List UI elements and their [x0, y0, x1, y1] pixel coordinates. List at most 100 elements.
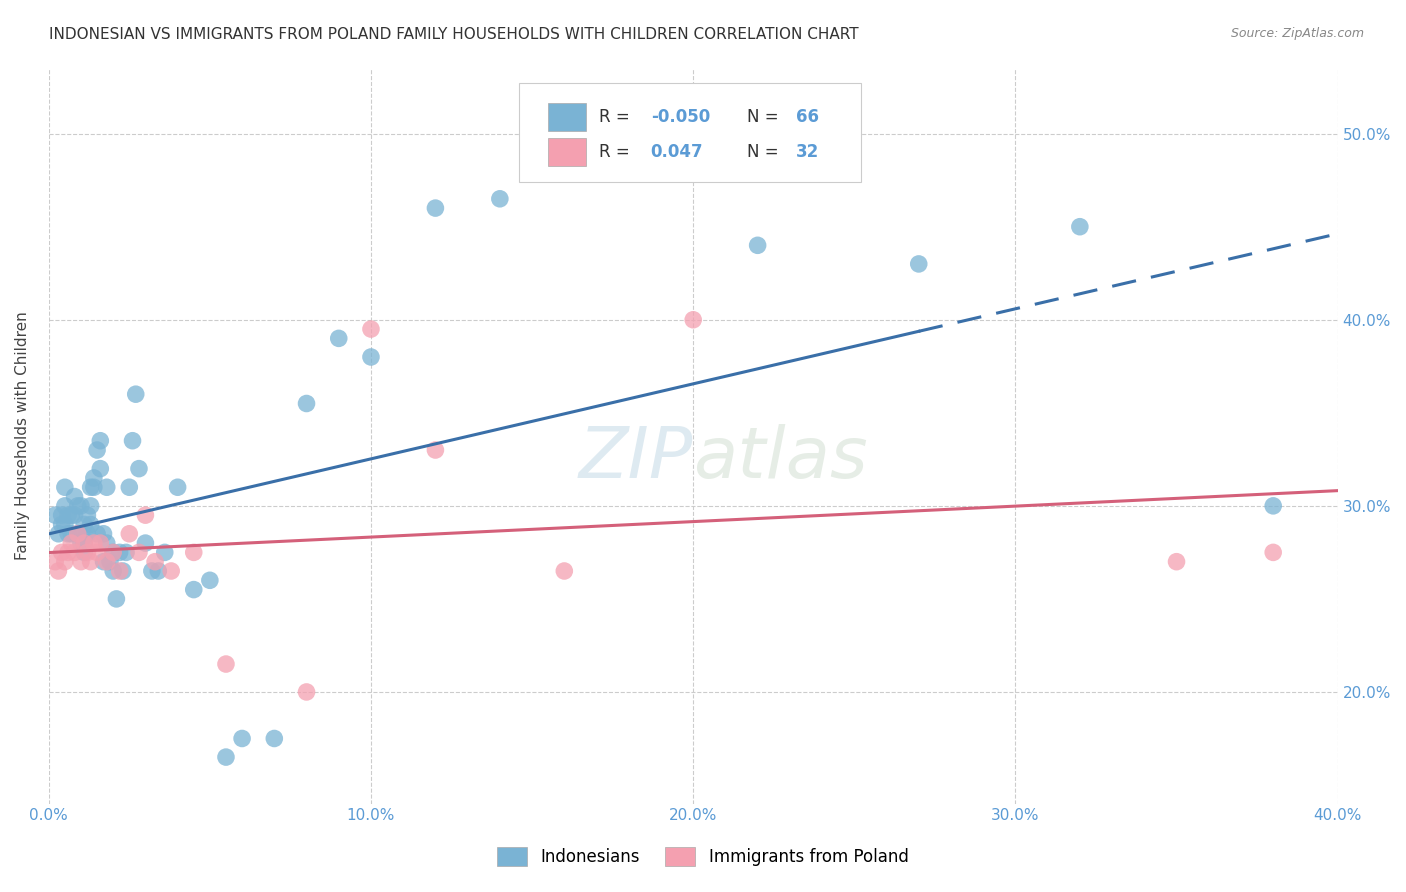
Point — [108, 564, 131, 578]
Point — [141, 564, 163, 578]
Legend: Indonesians, Immigrants from Poland: Indonesians, Immigrants from Poland — [484, 833, 922, 880]
Point — [86, 545, 108, 559]
Point — [118, 480, 141, 494]
Point — [360, 350, 382, 364]
Point — [53, 517, 76, 532]
Point — [183, 545, 205, 559]
Point — [73, 536, 96, 550]
Point — [215, 657, 238, 671]
Point — [328, 331, 350, 345]
Point — [103, 545, 125, 559]
Point — [128, 461, 150, 475]
Point — [86, 526, 108, 541]
Point — [108, 545, 131, 559]
Point — [115, 545, 138, 559]
Point — [96, 536, 118, 550]
Point — [198, 574, 221, 588]
Point — [70, 555, 93, 569]
Point — [98, 555, 121, 569]
Point — [53, 555, 76, 569]
Point — [51, 508, 73, 523]
Point — [93, 555, 115, 569]
Point — [53, 499, 76, 513]
Point — [96, 555, 118, 569]
Point — [76, 545, 98, 559]
Point — [1263, 499, 1285, 513]
Point — [56, 545, 79, 559]
Point — [1069, 219, 1091, 234]
Point — [166, 480, 188, 494]
Text: Source: ZipAtlas.com: Source: ZipAtlas.com — [1230, 27, 1364, 40]
Point — [63, 545, 86, 559]
Text: -0.050: -0.050 — [651, 108, 710, 126]
Point — [51, 517, 73, 532]
Point — [747, 238, 769, 252]
FancyBboxPatch shape — [547, 138, 586, 166]
Point — [86, 443, 108, 458]
Point — [70, 499, 93, 513]
Point — [76, 508, 98, 523]
Point — [66, 526, 89, 541]
Point — [56, 526, 79, 541]
Point — [79, 517, 101, 532]
Text: 66: 66 — [796, 108, 820, 126]
Point — [56, 508, 79, 523]
Point — [425, 201, 447, 215]
Point — [60, 526, 83, 541]
Point — [103, 564, 125, 578]
Point — [231, 731, 253, 746]
Text: R =: R = — [599, 144, 640, 161]
Text: ZIP: ZIP — [579, 424, 693, 492]
FancyBboxPatch shape — [519, 83, 860, 183]
Point — [60, 536, 83, 550]
Point — [682, 312, 704, 326]
Point — [89, 536, 111, 550]
Point — [153, 545, 176, 559]
Point — [183, 582, 205, 597]
Point — [118, 526, 141, 541]
Point — [70, 536, 93, 550]
Point — [148, 564, 170, 578]
Point — [66, 499, 89, 513]
Point — [105, 591, 128, 606]
Point — [70, 526, 93, 541]
Point — [143, 555, 166, 569]
Point — [83, 471, 105, 485]
Point — [83, 480, 105, 494]
Point — [79, 555, 101, 569]
Text: atlas: atlas — [693, 424, 868, 492]
FancyBboxPatch shape — [547, 103, 586, 131]
Point — [121, 434, 143, 448]
Point — [103, 545, 125, 559]
Point — [73, 545, 96, 559]
Text: 32: 32 — [796, 144, 820, 161]
Point — [73, 517, 96, 532]
Point — [73, 536, 96, 550]
Point — [160, 564, 183, 578]
Point — [1166, 555, 1188, 569]
Point — [83, 536, 105, 550]
Point — [53, 480, 76, 494]
Point — [1263, 545, 1285, 559]
Point — [66, 526, 89, 541]
Point — [360, 322, 382, 336]
Text: N =: N = — [748, 108, 785, 126]
Point — [79, 499, 101, 513]
Point — [51, 545, 73, 559]
Point — [93, 526, 115, 541]
Text: INDONESIAN VS IMMIGRANTS FROM POLAND FAMILY HOUSEHOLDS WITH CHILDREN CORRELATION: INDONESIAN VS IMMIGRANTS FROM POLAND FAM… — [49, 27, 859, 42]
Point — [60, 508, 83, 523]
Point — [44, 555, 66, 569]
Point — [48, 564, 70, 578]
Text: R =: R = — [599, 108, 636, 126]
Point — [295, 685, 318, 699]
Point — [134, 508, 156, 523]
Point — [79, 480, 101, 494]
Point — [295, 396, 318, 410]
Text: 0.047: 0.047 — [651, 144, 703, 161]
Point — [425, 443, 447, 458]
Point — [63, 490, 86, 504]
Point — [263, 731, 285, 746]
Point — [134, 536, 156, 550]
Point — [128, 545, 150, 559]
